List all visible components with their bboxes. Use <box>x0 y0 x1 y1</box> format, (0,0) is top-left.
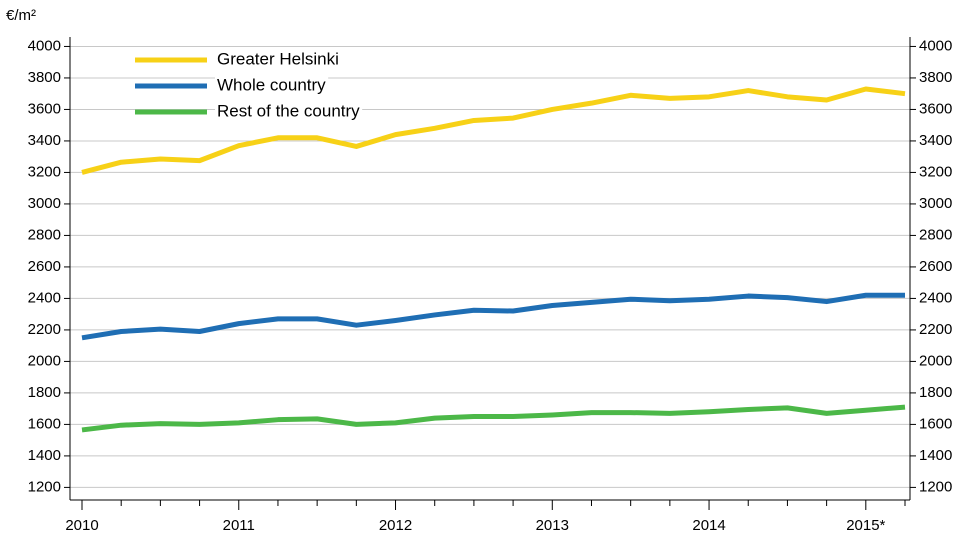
y-tick-label: 1200 <box>28 478 61 495</box>
y-tick-label: 3200 <box>28 163 61 180</box>
y2-tick-label: 3400 <box>919 132 952 149</box>
y-tick-label: 2600 <box>28 258 61 275</box>
series-line <box>81 292 905 341</box>
y-tick-label: 3000 <box>28 195 61 212</box>
x-tick-label: 2012 <box>379 517 412 534</box>
y2-tick-label: 1800 <box>919 384 952 401</box>
y2-tick-label: 1400 <box>919 447 952 464</box>
legend-background <box>215 49 341 69</box>
y-tick-label: 4000 <box>28 37 61 54</box>
x-tick-label: 2015* <box>846 517 885 534</box>
y-tick-label: 2200 <box>28 321 61 338</box>
y2-tick-label: 2400 <box>919 289 952 306</box>
y2-tick-label: 2000 <box>919 352 952 369</box>
x-tick-label: 2010 <box>65 517 98 534</box>
y-tick-label: 2400 <box>28 289 61 306</box>
x-tick-label: 2011 <box>223 517 255 534</box>
legend-label: Greater Helsinki <box>217 49 339 68</box>
series-line <box>81 86 906 175</box>
y2-tick-label: 1600 <box>919 415 952 432</box>
legend-label: Rest of the country <box>217 101 360 120</box>
y2-tick-label: 2600 <box>919 258 952 275</box>
y2-tick-label: 3000 <box>919 195 952 212</box>
y2-tick-label: 2200 <box>919 321 952 338</box>
y-tick-label: 3800 <box>28 69 61 86</box>
series-line <box>81 404 906 433</box>
y2-tick-label: 3800 <box>919 69 952 86</box>
legend-label: Whole country <box>217 75 326 94</box>
legend-background <box>215 101 363 121</box>
y2-tick-label: 4000 <box>919 37 952 54</box>
y-tick-label: 1600 <box>28 415 61 432</box>
x-tick-label: 2014 <box>692 517 725 534</box>
y-axis-label: €/m² <box>6 7 36 24</box>
y-tick-label: 3400 <box>28 132 61 149</box>
y-tick-label: 2800 <box>28 226 61 243</box>
y2-tick-label: 1200 <box>919 478 952 495</box>
y-tick-label: 2000 <box>28 352 61 369</box>
x-tick-label: 2013 <box>536 517 569 534</box>
y-tick-label: 1800 <box>28 384 61 401</box>
y2-tick-label: 3600 <box>919 100 952 117</box>
y-tick-label: 3600 <box>28 100 61 117</box>
y-tick-label: 1400 <box>28 447 61 464</box>
legend-background <box>215 75 329 95</box>
y2-tick-label: 2800 <box>919 226 952 243</box>
y2-tick-label: 3200 <box>919 163 952 180</box>
